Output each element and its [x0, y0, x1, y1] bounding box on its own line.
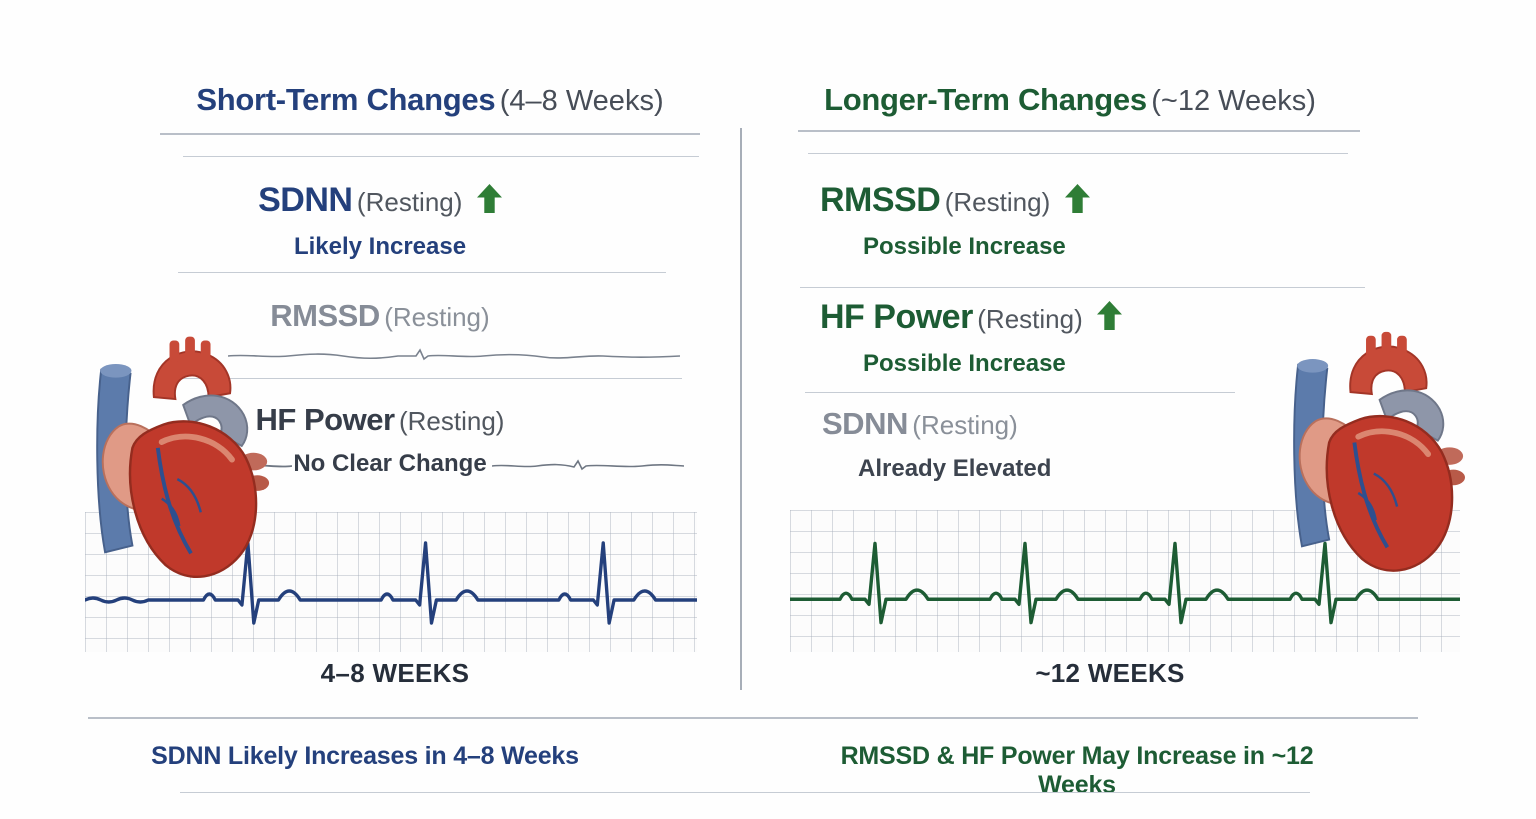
short-term-title-weeks: (4–8 Weeks) — [499, 85, 664, 117]
ecg-waveform-left — [85, 541, 697, 625]
short-term-title: Short-Term Changes (4–8 Weeks) — [160, 82, 700, 118]
metric-name: HF Power — [255, 402, 395, 437]
up-arrow-icon — [476, 183, 502, 213]
divider — [160, 133, 700, 135]
ecg-waveform-right — [790, 541, 1460, 625]
metric-row-sdnn-right: SDNN (Resting) — [822, 406, 1302, 442]
right-caption: RMSSD & HF Power May Increase in ~12 Wee… — [840, 742, 1314, 799]
footer-divider — [88, 717, 1418, 719]
metric-qualifier: (Resting) — [356, 187, 463, 217]
metric-row-sdnn-left: SDNN (Resting) — [170, 181, 590, 220]
metric-name: HF Power — [820, 298, 973, 336]
metric-note: Possible Increase — [863, 233, 1066, 260]
longer-term-title-text: Longer-Term Changes — [824, 82, 1147, 117]
longer-term-title: Longer-Term Changes (~12 Weeks) — [800, 82, 1340, 118]
metric-qualifier: (Resting) — [977, 304, 1083, 334]
heart-illustration-left — [68, 332, 273, 597]
divider — [178, 272, 666, 273]
metric-name: SDNN — [822, 406, 908, 441]
metric-qualifier: (Resting) — [384, 302, 490, 332]
metric-name: SDNN — [258, 181, 353, 219]
longer-term-title-weeks: (~12 Weeks) — [1151, 85, 1316, 117]
metric-qualifier: (Resting) — [912, 410, 1018, 440]
divider — [183, 156, 699, 157]
metric-row-rmssd-right: RMSSD (Resting) — [820, 181, 1300, 220]
timeline-label-right: ~12 WEEKS — [1035, 658, 1185, 688]
metric-qualifier: (Resting) — [944, 187, 1051, 217]
divider — [808, 153, 1348, 154]
timeline-label-left: 4–8 WEEKS — [320, 658, 470, 688]
metric-qualifier: (Resting) — [398, 406, 505, 436]
short-term-title-text: Short-Term Changes — [196, 82, 496, 117]
metric-row-rmssd-left: RMSSD (Resting) — [170, 298, 590, 334]
metric-note: Likely Increase — [293, 233, 467, 260]
up-arrow-icon — [1097, 300, 1123, 330]
metric-row-hfpower-left: HF Power (Resting) — [170, 402, 590, 438]
heart-illustration-right — [1262, 328, 1472, 590]
metric-name: RMSSD — [270, 298, 380, 333]
metric-note: No Clear Change — [293, 450, 487, 477]
left-caption: SDNN Likely Increases in 4–8 Weeks — [151, 742, 579, 770]
metric-note: Already Elevated — [858, 455, 1052, 482]
metric-name: RMSSD — [820, 181, 941, 219]
up-arrow-icon — [1064, 183, 1090, 213]
divider — [800, 287, 1365, 288]
divider — [805, 392, 1235, 393]
ecg-grid-right — [790, 510, 1460, 652]
flat-trend-squiggle — [228, 347, 680, 363]
metric-note: Possible Increase — [863, 350, 1066, 377]
flat-trend-squiggle — [492, 458, 684, 474]
bottom-divider — [180, 792, 1310, 793]
center-divider — [740, 128, 742, 690]
divider — [798, 130, 1360, 132]
divider — [182, 378, 682, 379]
metric-row-hfpower-right: HF Power (Resting) — [820, 298, 1300, 337]
